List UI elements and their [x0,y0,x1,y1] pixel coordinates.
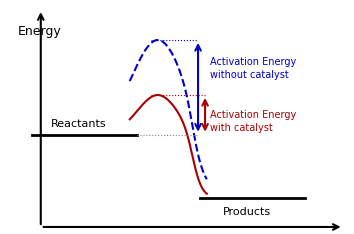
Text: Products: Products [223,207,271,217]
Text: Reactants: Reactants [51,119,107,129]
Text: Energy: Energy [17,25,61,38]
Text: Activation Energy
with catalyst: Activation Energy with catalyst [210,110,297,133]
Text: Activation Energy
without catalyst: Activation Energy without catalyst [210,57,297,80]
